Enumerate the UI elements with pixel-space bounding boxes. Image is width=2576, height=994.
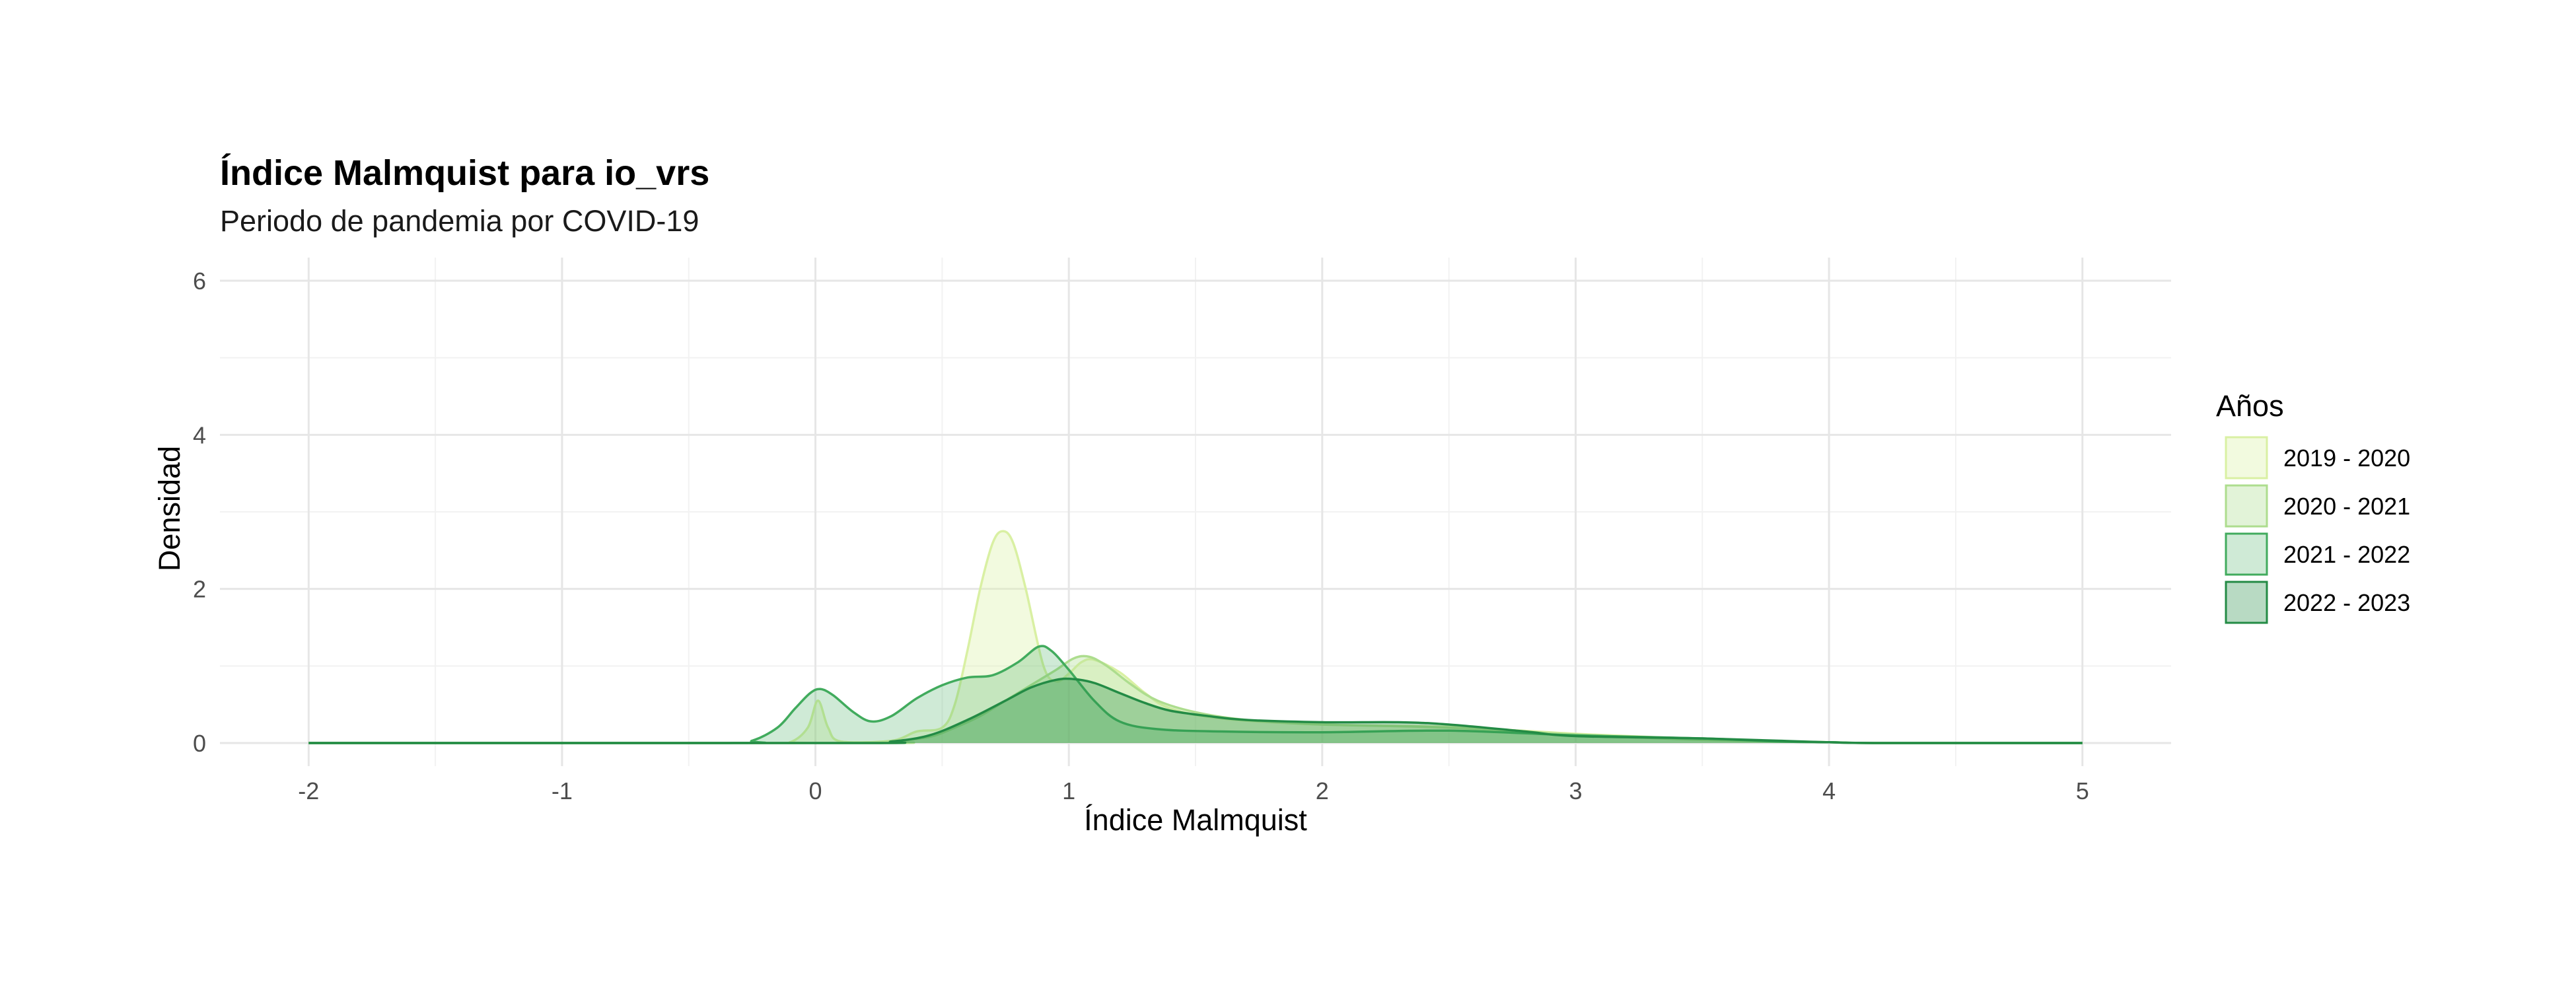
x-tick-label: 1	[1062, 777, 1075, 804]
legend-label-2020-2021: 2020 - 2021	[2283, 493, 2410, 520]
legend-key-2020-2021	[2225, 484, 2268, 528]
x-tick-label: 4	[1822, 777, 1836, 804]
density-area-2020-2021	[308, 656, 2083, 743]
legend-key-bg	[2225, 532, 2268, 576]
legend-key-2019-2020	[2225, 436, 2268, 479]
legend-label-2022-2023: 2022 - 2023	[2283, 589, 2410, 616]
x-tick-label: 0	[809, 777, 822, 804]
x-tick-label: -1	[552, 777, 573, 804]
y-tick-label: 0	[193, 730, 206, 757]
legend-key-2022-2023	[2225, 581, 2268, 624]
chart-subtitle: Periodo de pandemia por COVID-19	[220, 204, 699, 238]
x-tick-label: 2	[1316, 777, 1329, 804]
density-area-2022-2023	[308, 678, 2083, 743]
x-tick-label: -2	[298, 777, 319, 804]
legend-items: 2019 - 2020 2020 - 2021 2021 - 2022 2022 - …	[2225, 436, 2410, 624]
legend-key-2021-2022	[2225, 532, 2268, 576]
y-axis-label: Densidad	[153, 446, 186, 571]
y-tick-label: 2	[193, 576, 206, 603]
legend-title: Años	[2216, 389, 2284, 423]
y-tick-label: 6	[193, 267, 206, 295]
legend-key-bg	[2225, 436, 2268, 479]
chart-title: Índice Malmquist para io_vrs	[220, 153, 709, 193]
x-tick-label: 5	[2076, 777, 2089, 804]
plot-axes: -2 -1 0 1 2 3 4 5 0 2 4 6	[193, 267, 2089, 804]
plot-series	[308, 530, 2083, 744]
legend-label-2021-2022: 2021 - 2022	[2283, 541, 2410, 568]
x-axis-label: Índice Malmquist	[1084, 803, 1307, 837]
x-tick-label: 3	[1569, 777, 1582, 804]
density-line-2022-2023	[308, 677, 2083, 744]
legend-key-bg	[2225, 484, 2268, 528]
legend-key-bg	[2225, 581, 2268, 624]
legend-label-2019-2020: 2019 - 2020	[2283, 444, 2410, 472]
y-tick-label: 4	[193, 421, 206, 448]
